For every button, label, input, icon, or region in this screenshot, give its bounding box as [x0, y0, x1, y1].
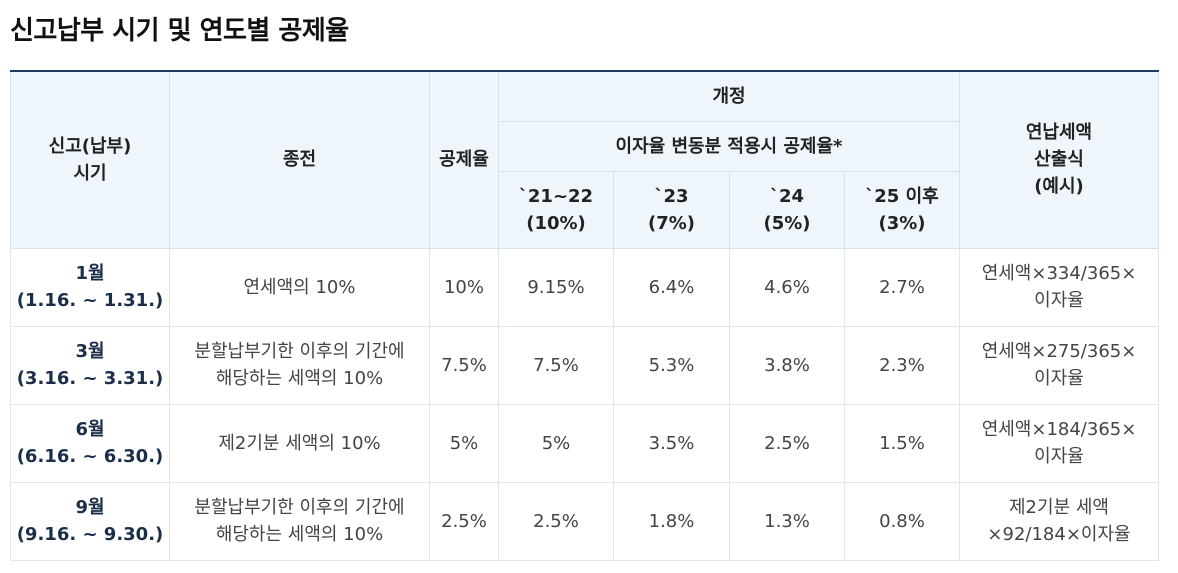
header-year-21-22: `21~22 (10%) — [498, 170, 614, 249]
header-formula: 연납세액 산출식 (예시) — [959, 70, 1159, 249]
rate-23-cell: 3.5% — [613, 403, 730, 483]
header-previous: 종전 — [169, 70, 430, 249]
header-year-24: `24 (5%) — [729, 170, 845, 249]
period-cell: 3월 (3.16. ~ 3.31.) — [10, 325, 170, 405]
rate-25-cell: 0.8% — [844, 481, 960, 561]
rate-24-cell: 2.5% — [729, 403, 845, 483]
header-year-25: `25 이후 (3%) — [844, 170, 960, 249]
rate-2122-cell: 2.5% — [498, 481, 614, 561]
rate-cell: 10% — [429, 247, 499, 327]
previous-cell: 제2기분 세액의 10% — [169, 403, 430, 483]
rate-25-cell: 1.5% — [844, 403, 960, 483]
rate-23-cell: 1.8% — [613, 481, 730, 561]
deduction-rate-table: 신고(납부) 시기 종전 공제율 개정 연납세액 산출식 (예시) 이자율 변동… — [10, 70, 1159, 561]
period-cell: 9월 (9.16. ~ 9.30.) — [10, 481, 170, 561]
formula-cell: 연세액×334/365× 이자율 — [959, 247, 1159, 327]
header-interest-adjusted: 이자율 변동분 적용시 공제율* — [498, 120, 960, 172]
header-deduction-rate: 공제율 — [429, 70, 499, 249]
rate-2122-cell: 9.15% — [498, 247, 614, 327]
rate-2122-cell: 7.5% — [498, 325, 614, 405]
table-row: 9월 (9.16. ~ 9.30.) 분할납부기한 이후의 기간에 해당하는 세… — [10, 481, 1159, 561]
rate-cell: 2.5% — [429, 481, 499, 561]
rate-23-cell: 5.3% — [613, 325, 730, 405]
header-period: 신고(납부) 시기 — [10, 70, 170, 249]
table-row: 1월 (1.16. ~ 1.31.) 연세액의 10% 10% 9.15% 6.… — [10, 247, 1159, 327]
rate-2122-cell: 5% — [498, 403, 614, 483]
table-row: 3월 (3.16. ~ 3.31.) 분할납부기한 이후의 기간에 해당하는 세… — [10, 325, 1159, 405]
previous-cell: 연세액의 10% — [169, 247, 430, 327]
page-title: 신고납부 시기 및 연도별 공제율 — [10, 16, 349, 46]
previous-cell: 분할납부기한 이후의 기간에 해당하는 세액의 10% — [169, 325, 430, 405]
formula-cell: 연세액×275/365× 이자율 — [959, 325, 1159, 405]
rate-cell: 7.5% — [429, 325, 499, 405]
rate-25-cell: 2.7% — [844, 247, 960, 327]
rate-25-cell: 2.3% — [844, 325, 960, 405]
table-body: 1월 (1.16. ~ 1.31.) 연세액의 10% 10% 9.15% 6.… — [10, 247, 1159, 561]
header-year-23: `23 (7%) — [613, 170, 730, 249]
header-revised: 개정 — [498, 70, 960, 122]
rate-cell: 5% — [429, 403, 499, 483]
table-row: 6월 (6.16. ~ 6.30.) 제2기분 세액의 10% 5% 5% 3.… — [10, 403, 1159, 483]
previous-cell: 분할납부기한 이후의 기간에 해당하는 세액의 10% — [169, 481, 430, 561]
formula-cell: 제2기분 세액 ×92/184×이자율 — [959, 481, 1159, 561]
formula-cell: 연세액×184/365× 이자율 — [959, 403, 1159, 483]
rate-24-cell: 4.6% — [729, 247, 845, 327]
rate-24-cell: 3.8% — [729, 325, 845, 405]
period-cell: 1월 (1.16. ~ 1.31.) — [10, 247, 170, 327]
table-header: 신고(납부) 시기 종전 공제율 개정 연납세액 산출식 (예시) 이자율 변동… — [10, 70, 1159, 249]
period-cell: 6월 (6.16. ~ 6.30.) — [10, 403, 170, 483]
rate-23-cell: 6.4% — [613, 247, 730, 327]
rate-24-cell: 1.3% — [729, 481, 845, 561]
